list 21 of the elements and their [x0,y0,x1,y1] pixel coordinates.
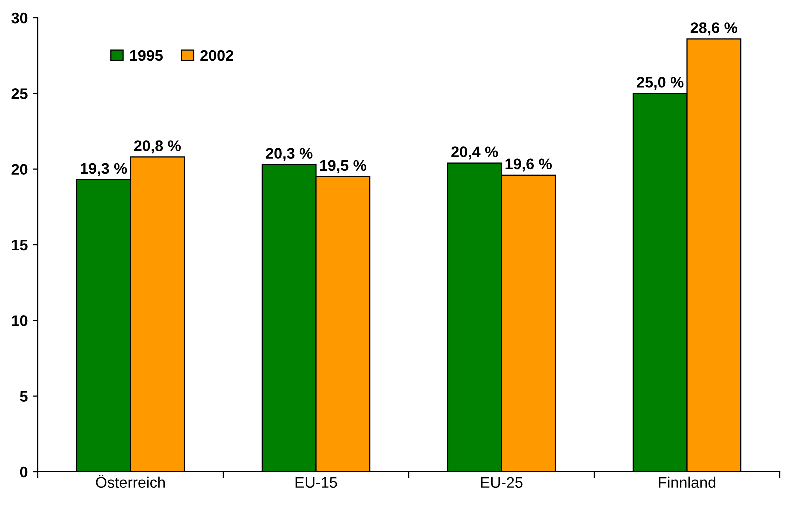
y-tick-label: 10 [12,316,28,326]
y-tick-label: 20 [12,164,28,176]
data-label: 19,5 % [320,160,367,174]
y-tick-label: 25 [12,88,28,100]
x-tick-label: EU-25 [481,477,523,488]
x-tick-label: EU-15 [296,477,338,488]
legend-label: 1995 [130,50,164,62]
data-label: 25,0 % [637,77,684,90]
data-label: 28,6 % [690,22,738,36]
data-label: 20,8 % [134,140,182,154]
y-tick-label: 5 [20,391,28,402]
x-tick-label: Österreich [96,475,165,488]
data-label: 20,4 % [452,146,498,160]
data-label: 20,3 % [266,148,313,162]
y-tick-label: 30 [12,12,28,24]
legend-label: 2002 [200,50,234,62]
y-tick-label: 15 [12,240,28,251]
y-tick-label: 0 [20,466,28,478]
data-label: 19,6 % [506,158,552,172]
data-label: 19,3 % [81,163,128,176]
x-tick-label: Finnland [659,476,716,488]
